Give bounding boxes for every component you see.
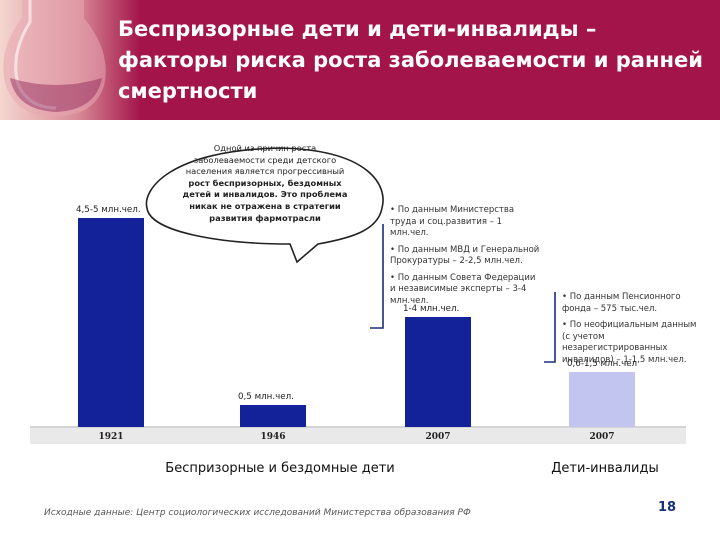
x-tick-label-3: 2007 (425, 432, 450, 442)
notes-mid: • По данным Министерства труда и соц.раз… (390, 205, 540, 312)
page-title: Беспризорные дети и дети-инвалиды – факт… (118, 17, 703, 103)
note-right-2: • По неофициальным данным (с учетом неза… (562, 320, 697, 365)
notes-right: • По данным Пенсионного фонда – 575 тыс.… (562, 292, 707, 371)
bubble-text-plain: Одной из причин роста заболеваемости сре… (185, 143, 345, 177)
note-mid-3: • По данным Совета Федерации и независим… (390, 272, 536, 306)
note-right-1: • По данным Пенсионного фонда – 575 тыс.… (562, 292, 681, 314)
header-banner: Беспризорные дети и дети-инвалиды – факт… (0, 0, 720, 120)
bubble-text-bold: рост беспризорных, бездомных детей и инв… (182, 177, 348, 223)
x-tick-label-4: 2007 (589, 432, 614, 442)
note-mid-1: • По данным Министерства труда и соц.раз… (390, 205, 515, 238)
speech-bubble (145, 147, 384, 264)
source-note: Исходные данные: Центр социологических и… (44, 508, 471, 518)
value-label-2: 0,5 млн.чел. (238, 392, 294, 402)
value-label-4: 0,6-1,5 млн.чел (567, 359, 637, 369)
value-label-1: 4,5-5 млн.чел. (76, 205, 141, 215)
chart-area: 4,5-5 млн.чел. 1921 0,5 млн.чел. 1946 1-4 мл… (30, 147, 686, 444)
page-number: 18 (658, 500, 677, 515)
bracket-mid (370, 224, 384, 329)
note-mid-2: • По данным МВД и Генеральной Прокуратур… (390, 244, 540, 267)
bar-2 (240, 405, 306, 427)
group-label-street-children: Беспризорные и бездомные дети (165, 461, 395, 476)
bubble-text: Одной из причин роста заболеваемости сре… (180, 143, 350, 224)
bar-1 (78, 218, 144, 427)
x-tick-label-1: 1921 (98, 432, 123, 442)
x-tick-label-2: 1946 (260, 432, 285, 442)
flask-icon (3, 0, 106, 117)
bar-4 (569, 372, 635, 427)
value-label-3: 1-4 млн.чел. (403, 304, 459, 314)
group-label-disabled-children: Дети-инвалиды (551, 461, 659, 476)
x-axis-band (30, 428, 686, 444)
bracket-right (544, 292, 556, 363)
bar-3 (405, 317, 471, 427)
